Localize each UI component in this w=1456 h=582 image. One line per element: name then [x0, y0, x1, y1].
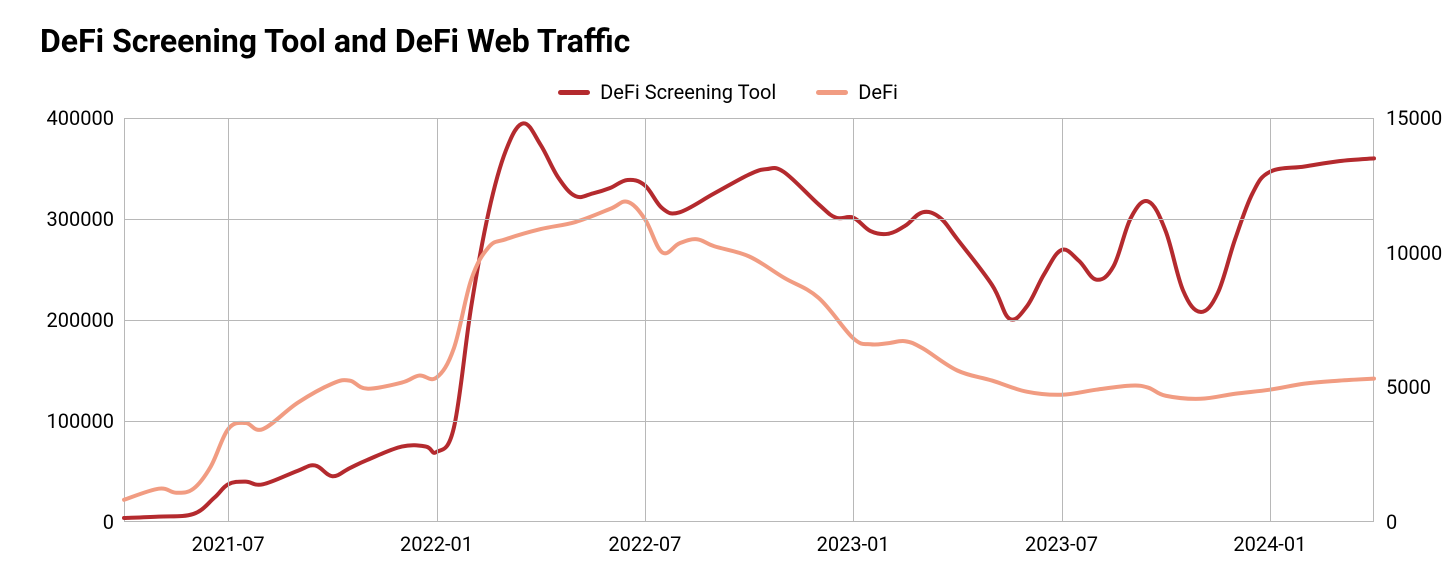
legend-swatch — [558, 90, 590, 95]
legend-item-defi: DeFi — [816, 80, 898, 104]
y-left-tick-label: 400000 — [24, 106, 114, 130]
chart-title: DeFi Screening Tool and DeFi Web Traffic — [40, 22, 630, 60]
plot-area — [124, 118, 1374, 522]
grid-line-horizontal — [124, 320, 1374, 321]
y-left-tick-label: 0 — [24, 510, 114, 534]
y-right-tick-label: 10000 — [1386, 241, 1442, 265]
y-right-tick-label: 0 — [1386, 510, 1397, 534]
x-tick-label: 2022-07 — [608, 532, 681, 556]
grid-line-horizontal — [124, 219, 1374, 220]
grid-line-horizontal — [124, 421, 1374, 422]
grid-line-vertical — [645, 118, 646, 522]
y-right-tick-label: 5000 — [1386, 375, 1431, 399]
legend-label: DeFi — [858, 80, 898, 104]
x-tick-label: 2023-01 — [817, 532, 890, 556]
y-right-tick-label: 15000 — [1386, 106, 1442, 130]
x-tick-label: 2024-01 — [1233, 532, 1306, 556]
grid-line-vertical — [1270, 118, 1271, 522]
chart-container: DeFi Screening Tool and DeFi Web Traffic… — [0, 0, 1456, 582]
x-tick-label: 2023-07 — [1025, 532, 1098, 556]
legend-swatch — [816, 90, 848, 95]
grid-line-vertical — [437, 118, 438, 522]
grid-line-vertical — [228, 118, 229, 522]
y-left-tick-label: 300000 — [24, 207, 114, 231]
grid-line-vertical — [1062, 118, 1063, 522]
x-tick-label: 2021-07 — [192, 532, 265, 556]
series-line — [124, 201, 1374, 499]
legend-label: DeFi Screening Tool — [600, 80, 776, 104]
legend-item-screening-tool: DeFi Screening Tool — [558, 80, 776, 104]
grid-line-vertical — [853, 118, 854, 522]
y-left-tick-label: 100000 — [24, 409, 114, 433]
y-left-tick-label: 200000 — [24, 308, 114, 332]
x-tick-label: 2022-01 — [400, 532, 473, 556]
chart-legend: DeFi Screening Tool DeFi — [0, 80, 1456, 104]
